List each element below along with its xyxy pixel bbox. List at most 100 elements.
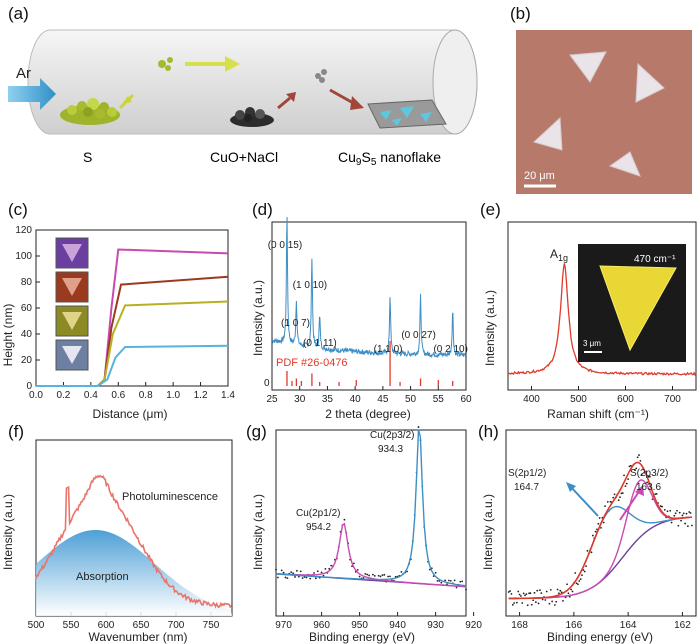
x-tick-label: 35	[322, 394, 334, 405]
xps-data-point	[646, 481, 649, 484]
xps-data-point	[290, 571, 293, 574]
x-tick-label: 164	[620, 620, 637, 631]
xps-data-point	[459, 580, 462, 583]
x-tick-label: 50	[405, 394, 417, 405]
absorption-area	[36, 530, 232, 616]
xps-data-point	[558, 592, 560, 595]
x-tick-label: 1.0	[166, 390, 180, 401]
xps-data-point	[534, 601, 537, 604]
xps-data-point	[648, 475, 651, 478]
panel-label-c: (c)	[8, 200, 28, 219]
xps-data-point	[568, 595, 571, 598]
y-tick-label: 100	[15, 251, 32, 262]
g-xlabel: Binding energy (eV)	[309, 630, 415, 644]
xps-data-point	[517, 590, 520, 593]
xps-data-point	[383, 573, 386, 576]
raman-line	[507, 263, 697, 377]
afm-thumbnail-flake	[62, 278, 82, 296]
x-tick-label: 0.2	[56, 390, 70, 401]
s-2p12-name: S(2p1/2)	[508, 468, 546, 479]
xps-data-point	[533, 591, 536, 594]
xps-data-point	[600, 526, 602, 529]
xps-data-point	[296, 569, 298, 572]
s-2p12-value: 164.7	[514, 482, 539, 493]
cu-2p12-name: Cu(2p1/2)	[296, 508, 340, 519]
xps-data-point	[328, 567, 331, 570]
xps-data-point	[521, 602, 524, 604]
absorption-label: Absorption	[76, 571, 129, 583]
panel-label-a: (a)	[8, 4, 29, 23]
s-2p32-name: S(2p3/2)	[630, 468, 668, 479]
d-ylabel: Intensity (a.u.)	[251, 280, 265, 356]
cu-2p32-fit-line	[275, 429, 467, 587]
xps-data-point	[510, 592, 513, 595]
xps-data-point	[343, 518, 346, 521]
raman-map-inset: 470 cm⁻¹ 3 μm	[578, 244, 686, 362]
xps-data-point	[623, 474, 625, 477]
xps-data-point	[628, 465, 631, 468]
x-tick-label: 1.2	[194, 390, 208, 401]
xrd-peak-label: (0 0 15)	[268, 240, 302, 251]
x-tick-label: 750	[203, 620, 220, 631]
xps-data-point	[282, 571, 285, 574]
panel-label-h: (h)	[478, 422, 499, 441]
xps-data-point	[528, 592, 530, 595]
x-tick-label: 500	[28, 620, 45, 631]
panel-e: (e) 400 500 600 700 Intensity (a.u.) Raman …	[470, 200, 700, 421]
xrd-peak-label: (0 2 10)	[433, 344, 467, 355]
xps-data-point	[529, 592, 532, 595]
x-tick-label: 1.4	[221, 390, 235, 401]
x-tick-label: 700	[168, 620, 185, 631]
xps-data-point	[294, 576, 296, 578]
xps-data-point	[691, 524, 693, 527]
cu-2p12-value: 954.2	[306, 522, 331, 533]
xps-data-point	[292, 572, 294, 575]
flake-triangle	[569, 51, 607, 83]
xps-data-point	[455, 586, 458, 589]
xps-data-point	[590, 551, 593, 554]
pdf-reference-label: PDF #26-0476	[276, 357, 348, 369]
x-tick-label: 950	[351, 620, 368, 631]
x-tick-label: 960	[313, 620, 330, 631]
xps-data-point	[465, 588, 467, 591]
xps-data-point	[577, 583, 579, 586]
panel-h: (h) 168 166 164 162 Intensity (a.u.) Bindin…	[470, 420, 700, 644]
sulfur-powder	[60, 98, 120, 125]
xps-data-point	[586, 549, 589, 552]
afm-thumbnail-flake	[62, 346, 82, 364]
xps-data-point	[520, 595, 522, 597]
h-xlabel: Binding energy (eV)	[547, 630, 653, 644]
xps-data-point	[663, 508, 666, 511]
y-tick-label: 120	[15, 225, 32, 236]
xps-data-point	[356, 568, 359, 571]
xps-data-point	[661, 505, 663, 508]
xps-data-point	[448, 579, 450, 582]
xps-data-point	[666, 510, 669, 513]
panel-a: (a) Ar	[0, 0, 490, 170]
xps-data-point	[617, 499, 620, 502]
x-tick-label: 940	[389, 620, 406, 631]
tube-opening	[432, 29, 478, 135]
xps-data-point	[686, 525, 689, 528]
xps-data-point	[604, 505, 606, 508]
flake-triangle	[608, 151, 641, 177]
xps-data-point	[621, 492, 624, 494]
xps-data-point	[560, 591, 563, 594]
s-2p32-value: 163.6	[636, 482, 661, 493]
panel-d: (d) 25 30 35 40 45 50 55 60 (0 0 15) (1 0 10) (1 0…	[240, 200, 472, 421]
xps-data-point	[684, 522, 687, 525]
x-tick-label: 0.0	[29, 390, 43, 401]
xps-data-point	[440, 581, 443, 584]
x-tick-label: 162	[674, 620, 691, 631]
x-tick-label: 970	[275, 620, 292, 631]
c-xlabel: Distance (μm)	[93, 407, 168, 421]
panel-label-f: (f)	[8, 422, 25, 441]
xps-data-point	[635, 467, 638, 470]
xps-s-chart: 168 166 164 162 Intensity (a.u.) Binding en…	[481, 429, 697, 644]
raman-chart: 400 500 600 700 Intensity (a.u.) Raman shif…	[483, 221, 697, 421]
xps-data-point	[511, 603, 514, 606]
cu-2p12-fit-line	[275, 522, 467, 588]
ar-gas-label: Ar	[16, 65, 31, 82]
panel-label-d: (d)	[252, 200, 273, 219]
xps-data-point	[669, 509, 672, 512]
